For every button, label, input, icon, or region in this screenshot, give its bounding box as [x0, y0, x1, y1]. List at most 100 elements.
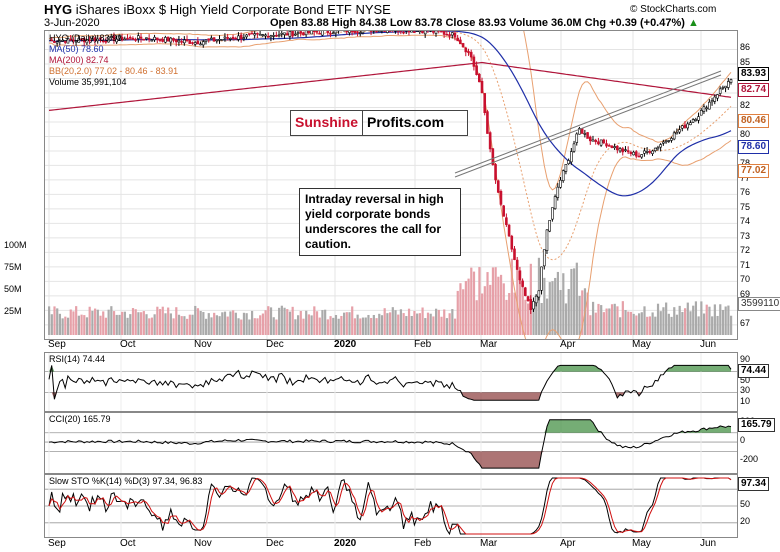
volume-bar	[640, 312, 643, 335]
volume-bar	[586, 292, 589, 335]
volume-bar	[443, 309, 446, 335]
volume-bar	[591, 301, 595, 335]
volume-bar	[296, 315, 300, 335]
volume-bar	[140, 312, 143, 335]
volume-tick: 100M	[4, 240, 27, 250]
bb-upper-line	[48, 31, 732, 191]
volume-bar	[521, 285, 524, 335]
volume-bar	[161, 306, 164, 335]
volume-bar	[564, 303, 568, 335]
candle-body	[421, 31, 424, 34]
candle-body	[250, 32, 254, 35]
volume-bar	[364, 317, 367, 335]
candle-body	[245, 34, 248, 38]
candle-body	[616, 145, 619, 151]
volume-bar	[256, 318, 259, 335]
volume-bar	[186, 318, 189, 335]
volume-bar	[134, 309, 137, 335]
candle-body	[632, 151, 635, 156]
candle-body	[526, 296, 530, 301]
volume-bar	[545, 298, 549, 335]
volume-bar	[372, 314, 375, 335]
candle-body	[694, 118, 698, 121]
candle-body	[199, 43, 202, 46]
candle-body	[326, 31, 330, 33]
candle-body	[237, 35, 240, 40]
brand-logo: Sunshine Profits.com	[290, 110, 468, 136]
candle-body	[529, 299, 533, 310]
volume-bar	[164, 313, 167, 335]
volume-bar	[410, 315, 413, 335]
volume-bar	[656, 303, 660, 335]
volume-bar	[248, 319, 251, 335]
candle-body	[174, 39, 178, 43]
candle-body	[180, 41, 183, 43]
volume-bar	[232, 310, 235, 335]
volume-bar	[502, 283, 505, 335]
candle-body	[499, 190, 503, 205]
volume-bar	[237, 318, 240, 335]
candle-body	[651, 150, 654, 154]
candle-body	[607, 145, 611, 147]
volume-bar	[659, 311, 662, 335]
candle-body	[220, 39, 224, 41]
candle-body	[578, 128, 581, 135]
candle-body	[126, 37, 129, 40]
price-tick: 86	[740, 42, 751, 53]
volume-bar	[272, 317, 275, 335]
candle-body	[283, 32, 286, 35]
volume-bar	[148, 318, 151, 335]
candle-body	[496, 180, 500, 193]
month-label: Nov	[194, 339, 212, 350]
volume-bar	[621, 301, 624, 335]
candle-body	[667, 140, 671, 142]
candle-body	[142, 38, 146, 41]
volume-bar	[150, 317, 154, 335]
candle-body	[664, 140, 668, 143]
candle-body	[234, 37, 238, 40]
volume-bar	[648, 316, 652, 335]
candle-body	[702, 106, 706, 112]
brand-right: Profits.com	[367, 114, 445, 130]
candle-body	[383, 31, 386, 32]
candle-body	[229, 38, 232, 40]
ma50-tag: 78.60	[738, 140, 770, 154]
volume-bar	[702, 313, 706, 335]
month-label: Mar	[480, 538, 498, 549]
volume-bar	[483, 286, 486, 335]
candle-body	[61, 40, 64, 42]
candle-body	[183, 39, 186, 44]
volume-bar	[107, 309, 110, 335]
volume-bar	[137, 312, 140, 335]
sto-tag: 97.34	[738, 477, 770, 491]
volume-bar	[399, 309, 403, 335]
volume-bar	[453, 318, 457, 335]
candle-body	[653, 147, 657, 152]
volume-bar	[459, 283, 462, 335]
candle-body	[464, 47, 468, 53]
oversold-fill	[49, 451, 731, 469]
candle-body	[729, 79, 733, 83]
month-label: Mar	[480, 339, 498, 350]
volume-bar	[324, 309, 327, 335]
volume-bar	[242, 312, 246, 335]
candle-body	[645, 151, 649, 153]
volume-bar	[462, 289, 465, 335]
bbmid-tag: 80.46	[738, 114, 770, 128]
volume-bar	[77, 315, 80, 335]
volume-bar	[53, 306, 56, 335]
volume-bar	[85, 317, 89, 335]
candle-body	[128, 36, 132, 39]
price-tick: 80	[740, 129, 751, 140]
volume-bar	[169, 313, 172, 335]
volume-bar	[121, 311, 124, 335]
price-panel: HYG (Daily) 83.93 MA(50) 78.60 MA(200) 8…	[44, 30, 738, 340]
volume-bar	[80, 314, 83, 335]
volume-bar	[505, 299, 508, 335]
ma200-tag: 82.74	[738, 83, 770, 97]
volume-bar	[610, 304, 614, 335]
month-label: Jun	[700, 538, 717, 549]
candle-body	[107, 36, 110, 43]
volume-bar	[340, 315, 343, 335]
month-label: 2020	[334, 339, 357, 350]
